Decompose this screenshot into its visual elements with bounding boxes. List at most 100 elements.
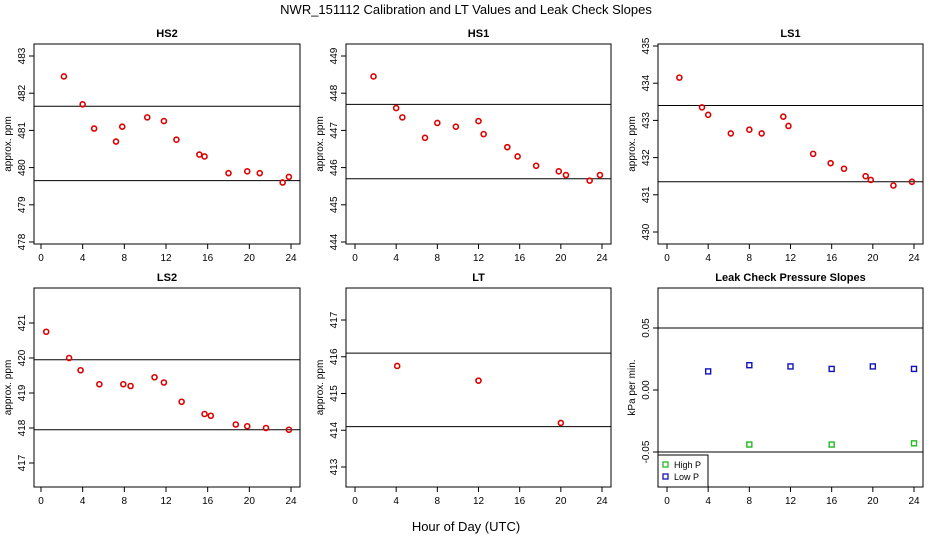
data-point (910, 365, 918, 373)
data-point (557, 419, 565, 427)
data-point (827, 159, 834, 167)
x-tick-label: 0 (664, 496, 670, 507)
y-tick-label: 446 (329, 159, 340, 176)
data-point (243, 168, 251, 175)
data-point (434, 119, 441, 127)
x-tick-label: 16 (514, 496, 526, 507)
x-tick-label: 20 (867, 496, 879, 507)
panel-title: LS2 (157, 272, 177, 284)
data-point (586, 177, 593, 184)
panel-title: HS2 (156, 28, 177, 40)
x-tick-label: 0 (38, 496, 44, 507)
y-tick-label: 430 (641, 223, 652, 240)
y-tick-label: 418 (17, 419, 28, 436)
panel-5: LT 0 4 8 12 16 20 24 413 414 415 416 417 approx. ppm (315, 272, 612, 507)
x-tick-label: 0 (38, 253, 44, 264)
x-tick-label: 8 (747, 253, 753, 264)
data-point (285, 173, 293, 181)
data-point (151, 373, 158, 381)
x-tick-label: 12 (473, 496, 485, 507)
plot-frame (657, 43, 924, 245)
panel-1: HS2 0 4 8 12 16 20 24 478 479 480 481 482 483 approx. … (3, 28, 301, 264)
x-tick-label: 12 (160, 496, 172, 507)
data-point (79, 101, 86, 108)
x-tick-label: 8 (747, 496, 753, 507)
data-point (867, 176, 875, 184)
data-point (746, 126, 753, 133)
data-point (399, 114, 406, 121)
y-tick-label: 444 (329, 233, 340, 250)
data-point (787, 363, 794, 370)
data-point (480, 130, 487, 138)
data-point (676, 74, 683, 81)
data-point (77, 366, 84, 374)
x-tick-label: 4 (705, 253, 711, 264)
y-axis-label: approx. ppm (3, 116, 14, 172)
data-point (173, 136, 180, 143)
data-point (42, 328, 50, 336)
data-point (758, 130, 765, 137)
x-tick-label: 12 (473, 253, 485, 264)
x-tick-label: 24 (908, 496, 920, 507)
x-tick-label: 4 (393, 496, 399, 507)
x-tick-label: 8 (122, 496, 128, 507)
x-tick-label: 16 (514, 253, 526, 264)
y-tick-label: 481 (17, 122, 28, 139)
panel-title: LS1 (780, 28, 800, 40)
data-point (555, 168, 563, 175)
data-point (596, 171, 604, 179)
x-tick-label: 24 (285, 253, 297, 264)
data-point (452, 123, 460, 130)
data-point (207, 412, 215, 420)
data-point (65, 354, 73, 362)
y-tick-label: 0.00 (641, 380, 652, 400)
data-point (504, 143, 511, 151)
data-point (828, 441, 835, 448)
data-point (908, 178, 916, 186)
data-point (232, 421, 240, 428)
data-point (785, 122, 792, 130)
x-tick-label: 0 (664, 253, 670, 264)
legend-box (657, 454, 709, 488)
data-point (370, 73, 377, 80)
data-point (862, 172, 869, 180)
data-point (840, 165, 848, 173)
data-point (421, 134, 429, 142)
data-point (143, 114, 151, 121)
x-tick-label: 24 (596, 253, 608, 264)
y-tick-label: -0.05 (641, 440, 652, 463)
data-point (910, 440, 918, 447)
x-tick-label: 20 (555, 496, 567, 507)
data-point (225, 169, 232, 177)
data-point (809, 150, 817, 158)
y-tick-label: 417 (329, 311, 340, 328)
data-point (112, 138, 120, 145)
x-tick-label: 20 (244, 253, 256, 264)
data-point (243, 422, 251, 430)
data-point (127, 382, 134, 390)
panel-title: LT (472, 272, 485, 284)
x-tick-label: 0 (352, 496, 358, 507)
panel-6: Leak Check Pressure Slopes 0 4 8 12 16 20 24 -0.… (627, 272, 924, 507)
x-tick-label: 4 (393, 253, 399, 264)
y-axis-label: approx. ppm (315, 360, 326, 416)
data-point (779, 113, 787, 120)
data-point (96, 380, 103, 388)
y-tick-label: 420 (17, 349, 28, 366)
plot-frame (345, 43, 612, 245)
legend-label: High P (674, 460, 701, 470)
x-tick-label: 12 (785, 253, 797, 264)
panel-2: HS1 0 4 8 12 16 20 24 444 445 446 447 448 449 approx. … (315, 28, 612, 264)
data-point (746, 441, 753, 448)
y-tick-label: 448 (329, 84, 340, 101)
data-point (201, 153, 208, 160)
data-point (160, 379, 168, 386)
y-tick-label: 416 (329, 348, 340, 365)
x-tick-label: 4 (80, 253, 86, 264)
x-tick-label: 12 (160, 253, 172, 264)
data-point (392, 104, 400, 112)
data-point (704, 111, 712, 119)
x-tick-label: 4 (705, 496, 711, 507)
y-tick-label: 479 (17, 196, 28, 213)
